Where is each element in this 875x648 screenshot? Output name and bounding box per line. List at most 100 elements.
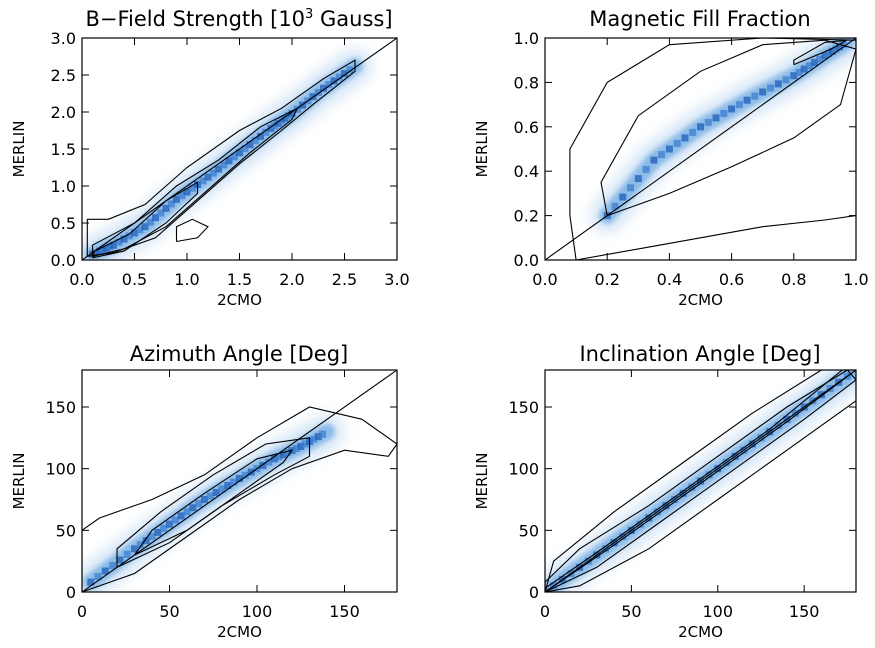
density-cell: [658, 151, 666, 159]
identity-line: [82, 370, 397, 592]
density-cell: [805, 62, 813, 70]
x-tick-label: 1.0: [843, 270, 868, 289]
density-cell: [115, 238, 123, 246]
x-tick-label: 3.0: [384, 270, 409, 289]
y-tick-label: 50: [56, 521, 76, 540]
density-cell: [189, 504, 197, 512]
density-cell: [209, 169, 217, 177]
density-cell: [712, 114, 720, 122]
density-cell: [262, 128, 270, 136]
density-cell: [335, 73, 343, 81]
density-cell: [206, 492, 214, 500]
density-cell: [720, 110, 728, 117]
density-cell: [341, 70, 348, 77]
x-tick-label: 0: [540, 602, 550, 621]
density-cell: [160, 524, 168, 532]
density-cell: [183, 508, 191, 516]
density-cell: [136, 226, 144, 234]
panel-title: B−Field Strength [103 Gauss]: [85, 7, 392, 31]
density-cell: [800, 65, 808, 73]
panel-fill-fraction: Magnetic Fill Fraction 0.0 0.2 0.4 0.6 0.8 1.…: [473, 7, 869, 309]
contour-line: [793, 39, 847, 66]
y-tick-label: 1.0: [51, 177, 76, 196]
density-cell: [154, 528, 162, 536]
x-tick-label: 150: [329, 602, 360, 621]
density-cell: [183, 188, 191, 196]
density-cell: [835, 43, 843, 51]
plot-area: [545, 370, 856, 592]
density-cell: [330, 77, 338, 85]
density-cell: [767, 84, 774, 92]
x-tick-label: 1.5: [227, 270, 252, 289]
y-tick-label: 0.0: [514, 251, 539, 270]
contour-line: [91, 181, 199, 259]
density-cell: [271, 455, 278, 463]
contour-line: [134, 449, 294, 556]
x-tick-label: 0.5: [122, 270, 147, 289]
density-cell: [101, 567, 109, 575]
density-cell: [171, 516, 179, 524]
density-cell: [142, 537, 150, 545]
density-cell: [131, 545, 138, 553]
density-cell: [673, 139, 681, 147]
plot-area: [82, 38, 397, 260]
plot-area: [545, 38, 856, 260]
density-cell: [314, 89, 322, 96]
panel-title: Inclination Angle [Deg]: [579, 342, 820, 366]
contour-line: [86, 59, 356, 257]
density-cell: [689, 128, 697, 136]
y-tick-label: 0.2: [514, 207, 539, 226]
y-tick-label: 0: [529, 583, 539, 602]
x-tick-label: 100: [242, 602, 273, 621]
y-tick-label: 1.0: [514, 29, 539, 48]
density-cell: [162, 204, 170, 212]
density-cell: [125, 232, 133, 240]
density-cell: [167, 200, 175, 208]
density-cell: [288, 110, 296, 117]
density-cell: [247, 468, 255, 476]
panel-title: Azimuth Angle [Deg]: [130, 342, 348, 366]
density-cell: [220, 161, 228, 169]
density-cell: [650, 156, 658, 164]
x-tick-label: 50: [159, 602, 179, 621]
density-cell: [251, 137, 259, 144]
density-cell: [627, 184, 634, 192]
identity-line: [545, 370, 856, 592]
x-tick-label: 2.0: [279, 270, 304, 289]
density-cell: [141, 223, 149, 231]
density-cell: [774, 80, 782, 88]
density-cell: [94, 573, 102, 581]
density-cell: [148, 533, 156, 540]
density-cell: [257, 132, 264, 140]
y-tick-label: 50: [519, 521, 539, 540]
x-tick-label: 0.8: [781, 270, 806, 289]
y-axis-label: MERLIN: [10, 453, 28, 510]
y-tick-label: 0.6: [514, 118, 539, 137]
density-cell: [751, 92, 759, 100]
y-tick-label: 2.5: [51, 66, 76, 85]
panel-title: Magnetic Fill Fraction: [589, 7, 810, 31]
x-tick-label: 1.0: [174, 270, 199, 289]
density-cell: [795, 68, 803, 76]
density-cell: [230, 478, 238, 486]
y-tick-label: 100: [45, 460, 76, 479]
density-cell: [265, 458, 273, 466]
density-cell: [109, 562, 117, 569]
density-cell: [284, 449, 292, 457]
density-cell: [212, 489, 220, 496]
density-cell: [832, 45, 840, 53]
x-axis-label: 2CMO: [678, 623, 723, 641]
density-cell: [218, 485, 226, 493]
x-axis-label: 2CMO: [217, 291, 262, 309]
x-tick-label: 50: [621, 602, 641, 621]
contour-line: [545, 370, 856, 592]
density-cell: [215, 165, 222, 173]
density-cell: [782, 76, 790, 84]
contour-line: [175, 218, 209, 243]
x-tick-label: 0.4: [657, 270, 682, 289]
density-cell: [236, 475, 243, 482]
density-cell: [166, 520, 173, 528]
density-cell: [704, 118, 712, 126]
plot-area: [82, 370, 397, 592]
density-cell: [188, 184, 196, 192]
